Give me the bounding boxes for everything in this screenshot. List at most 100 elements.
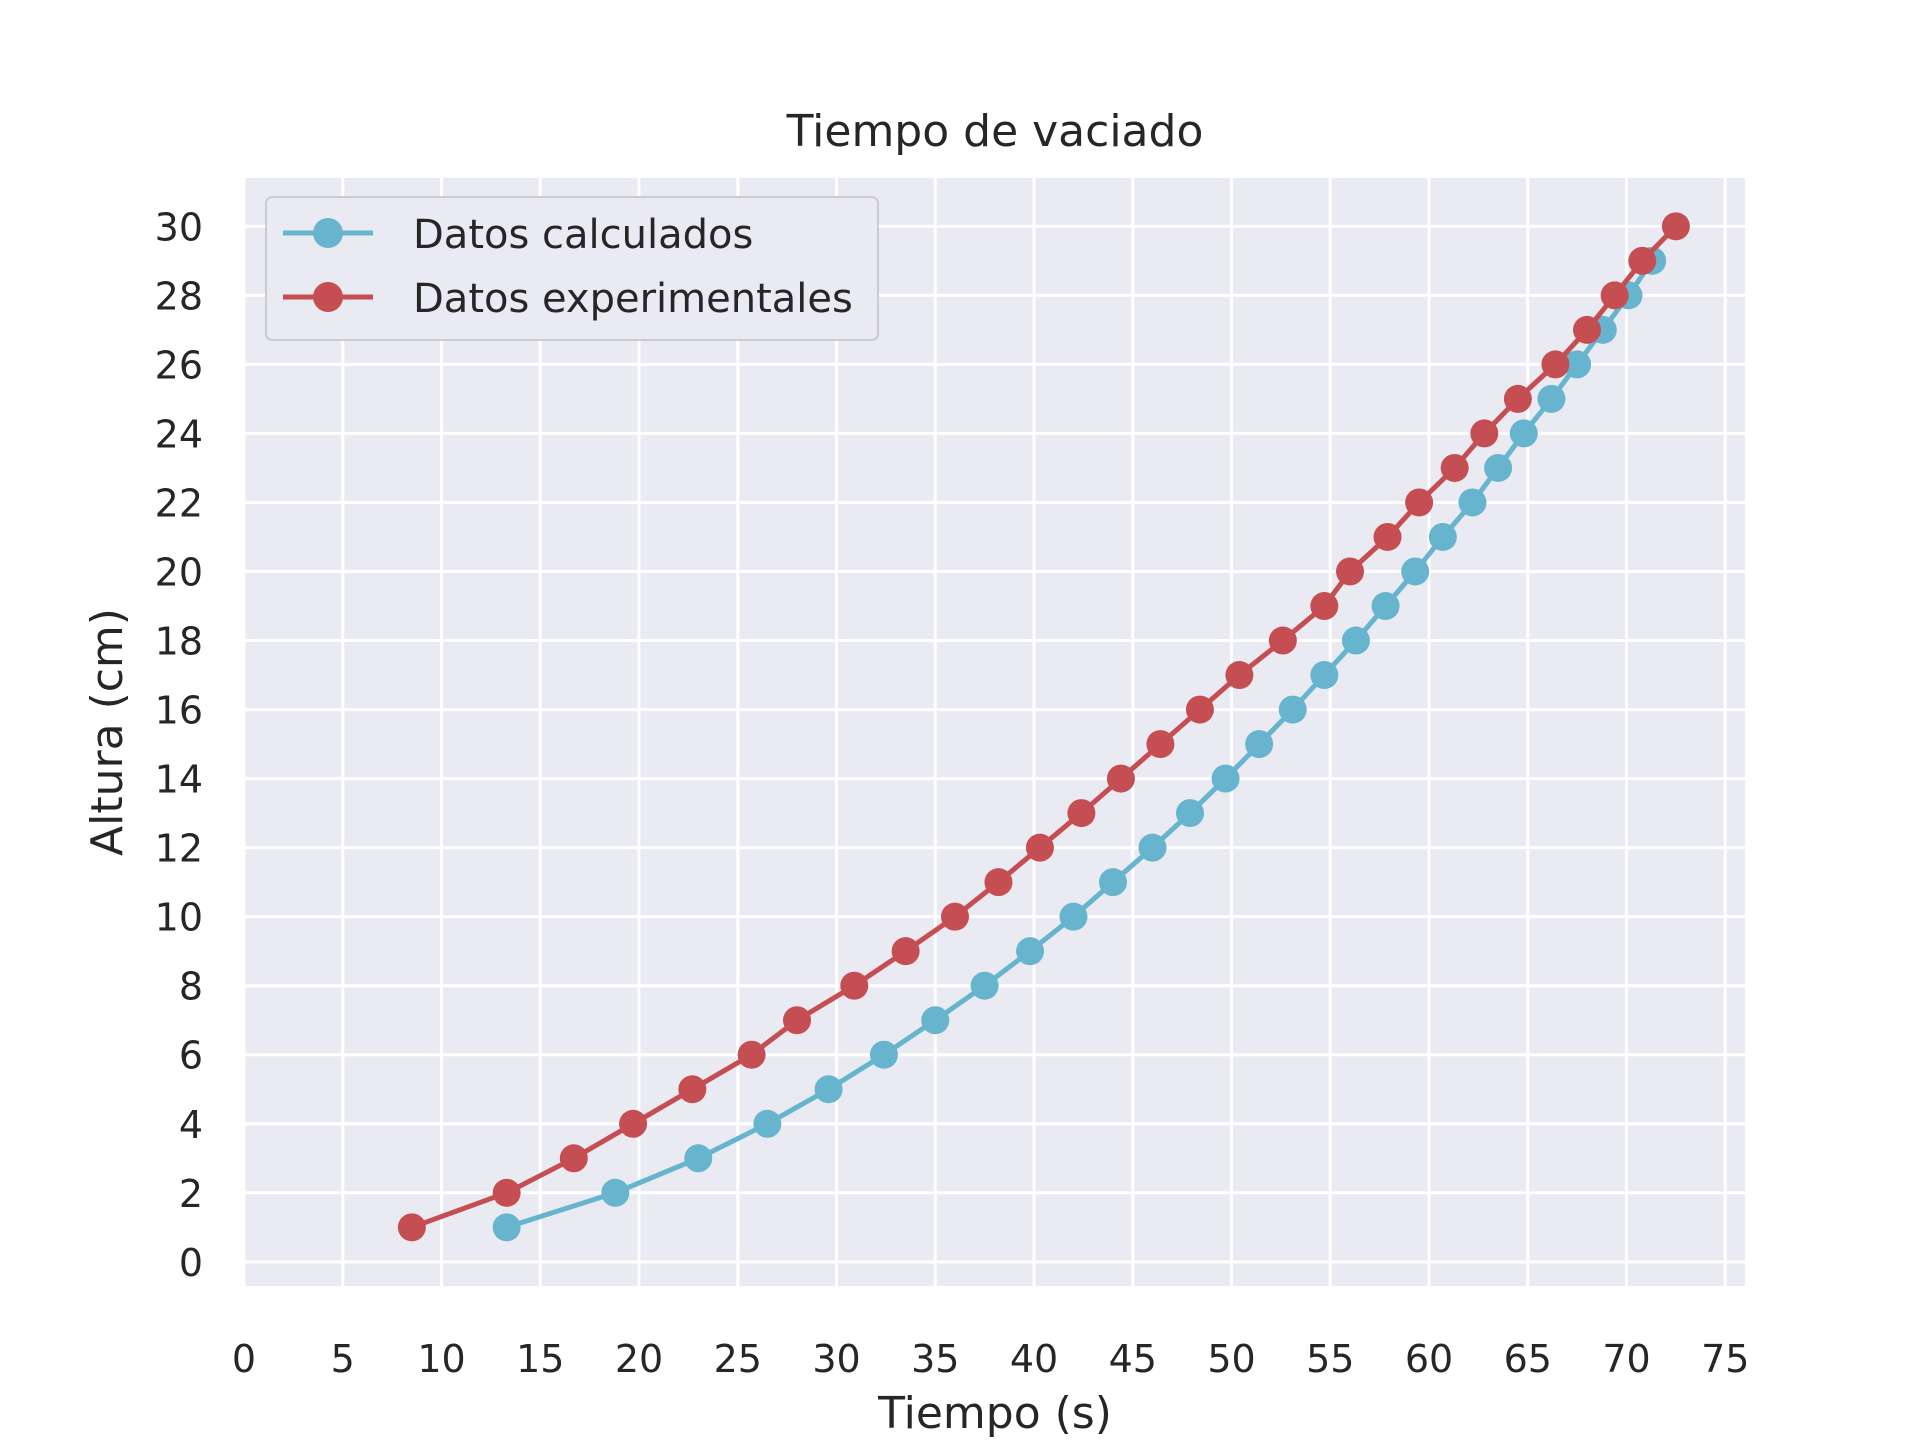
x-tick-label: 15 [516, 1337, 564, 1381]
x-tick-label: 60 [1405, 1337, 1453, 1381]
x-tick-label: 70 [1602, 1337, 1650, 1381]
data-point [1310, 661, 1339, 690]
data-point [891, 937, 920, 966]
data-point [1405, 488, 1434, 517]
data-point [1211, 764, 1240, 793]
data-point [1503, 384, 1532, 413]
y-tick-label: 14 [155, 758, 203, 802]
data-point [840, 971, 869, 1000]
data-point [1225, 661, 1254, 690]
data-point [601, 1178, 630, 1207]
y-tick-label: 22 [155, 481, 203, 525]
y-tick-label: 28 [155, 274, 203, 318]
legend-box [265, 196, 879, 341]
data-point [869, 1040, 898, 1069]
data-point [753, 1109, 782, 1138]
y-tick-label: 24 [155, 412, 203, 456]
data-point [737, 1040, 766, 1069]
data-point [1563, 350, 1592, 379]
x-tick-label: 65 [1504, 1337, 1552, 1381]
data-point [1661, 212, 1690, 241]
y-tick-label: 4 [179, 1103, 203, 1147]
data-point [1016, 937, 1045, 966]
x-tick-label: 50 [1207, 1337, 1255, 1381]
x-tick-label: 0 [232, 1337, 256, 1381]
y-tick-label: 30 [155, 205, 203, 249]
x-tick-label: 55 [1306, 1337, 1354, 1381]
data-point [921, 1006, 950, 1035]
data-point [1278, 695, 1307, 724]
data-point [1401, 557, 1430, 586]
y-tick-label: 12 [155, 827, 203, 871]
data-point [941, 902, 969, 931]
y-tick-label: 20 [155, 550, 203, 594]
data-point [1484, 453, 1513, 482]
chart-title: Tiempo de vaciado [786, 106, 1204, 157]
data-point [1341, 626, 1370, 655]
plot-area [244, 178, 1745, 1286]
legend-marker-experimentales [313, 282, 343, 312]
x-tick-labels: 0 5 10 15 20 25 30 35 40 45 50 55 60 65 70 75 [232, 1337, 1750, 1381]
data-point [619, 1109, 648, 1138]
y-tick-label: 16 [155, 689, 203, 733]
legend-label-calculados: Datos calculados [413, 212, 753, 258]
data-point [1025, 833, 1054, 862]
x-tick-label: 30 [812, 1337, 860, 1381]
data-point [397, 1213, 426, 1242]
data-point [678, 1075, 707, 1104]
x-tick-label: 45 [1109, 1337, 1157, 1381]
data-point [1371, 592, 1400, 621]
data-point [783, 1006, 811, 1035]
data-point [1185, 695, 1214, 724]
legend-marker-calculados [313, 218, 343, 248]
data-point [1310, 592, 1339, 621]
data-point [559, 1144, 588, 1173]
y-tick-label: 26 [155, 343, 203, 387]
x-tick-label: 5 [331, 1337, 355, 1381]
data-point [492, 1178, 521, 1207]
grid [242, 178, 1745, 1286]
data-point [1509, 419, 1538, 448]
data-point [1470, 419, 1499, 448]
data-point [492, 1213, 521, 1242]
x-tick-label: 25 [714, 1337, 762, 1381]
y-tick-label: 18 [155, 620, 203, 664]
x-tick-label: 20 [615, 1337, 663, 1381]
data-point [1176, 799, 1205, 828]
data-point [1541, 350, 1570, 379]
series-layer [397, 212, 1690, 1242]
data-point [814, 1075, 843, 1104]
data-point [1600, 281, 1629, 310]
data-point [1537, 384, 1566, 413]
data-point [1106, 764, 1135, 793]
data-point [1373, 522, 1402, 551]
x-tick-label: 75 [1701, 1337, 1749, 1381]
data-point [1146, 730, 1175, 759]
y-tick-label: 8 [179, 965, 203, 1009]
data-point [1336, 557, 1364, 586]
data-point [1458, 488, 1487, 517]
y-tick-label: 2 [179, 1172, 203, 1216]
data-point [1628, 246, 1657, 275]
y-tick-label: 6 [179, 1034, 203, 1078]
y-tick-label: 0 [179, 1241, 203, 1285]
data-point [1067, 799, 1096, 828]
data-point [984, 868, 1013, 897]
data-point [1099, 868, 1127, 897]
data-point [1059, 902, 1088, 931]
x-axis-label: Tiempo (s) [877, 1388, 1112, 1439]
data-point [1440, 453, 1469, 482]
data-point [1245, 730, 1274, 759]
data-point [684, 1144, 713, 1173]
data-point [1268, 626, 1297, 655]
y-axis-label: Altura (cm) [82, 608, 133, 856]
x-tick-label: 40 [1010, 1337, 1058, 1381]
series-experimentales [397, 212, 1690, 1242]
legend: Datos calculados Datos experimentales [265, 196, 879, 341]
data-point [1573, 315, 1601, 344]
y-tick-label: 10 [155, 896, 203, 940]
data-point [1428, 522, 1457, 551]
data-point [970, 971, 999, 1000]
x-tick-label: 35 [911, 1337, 959, 1381]
